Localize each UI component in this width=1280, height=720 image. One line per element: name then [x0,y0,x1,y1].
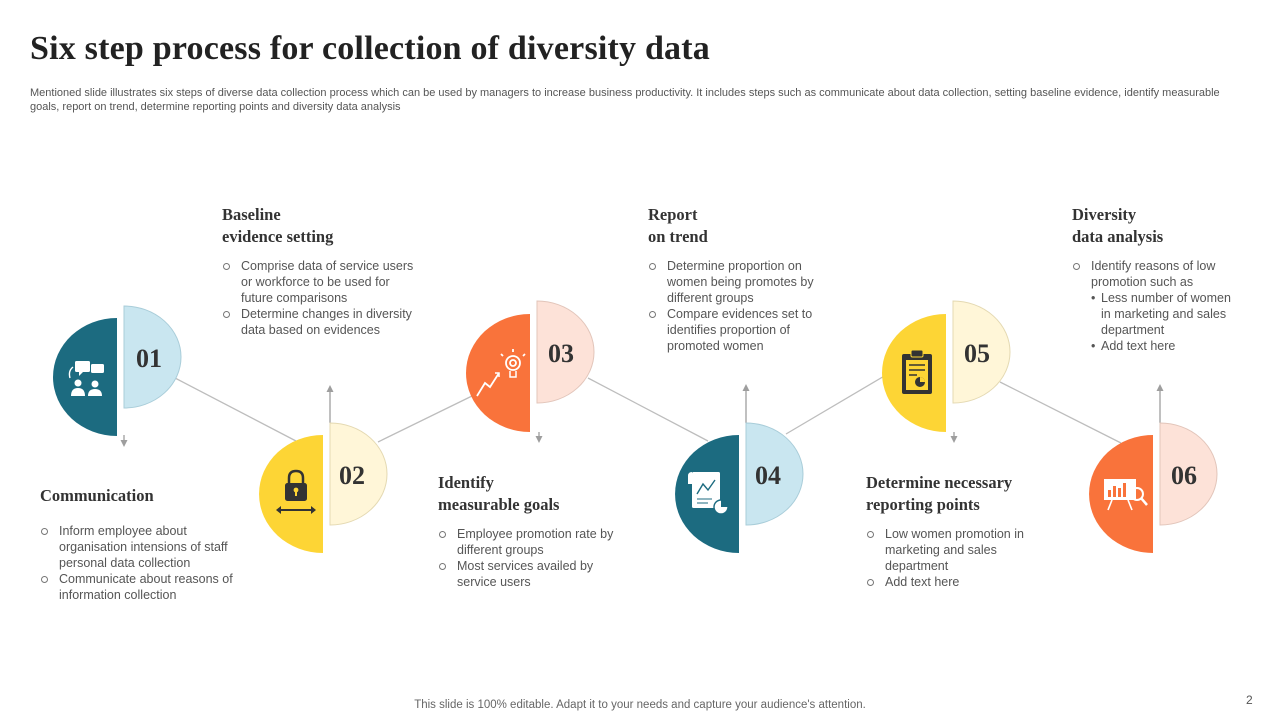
step-04-badge: 04 [675,422,804,553]
step-06-sub-bullets: Less number of women in marketing and sa… [1091,290,1237,354]
step-02-number-halfcircle [329,422,388,526]
step-05-bullets: Low women promotion in marketing and sal… [866,526,1051,590]
step-01-title: Communication [40,485,240,507]
connector-lines [174,374,1122,444]
step-02-title-line2: evidence setting [222,227,334,246]
step-04-text: Report on trend Determine proportion on … [648,204,828,354]
step-03-text: Identify measurable goals Employee promo… [438,472,618,590]
step-01-number-halfcircle [123,305,182,409]
step-02-bullet-2: Determine changes in diversity data base… [222,306,417,338]
arrow-down-03 [535,432,543,443]
step-01-bullet-1: Inform employee about organisation inten… [40,523,240,571]
step-04-number-halfcircle [745,422,804,526]
step-06-number: 06 [1171,461,1197,490]
team-communication-icon [68,361,104,396]
step-04-bullets: Determine proportion on women being prom… [648,258,828,354]
slide-subtitle: Mentioned slide illustrates six steps of… [30,87,1220,113]
step-05-badge: 05 [882,300,1011,432]
step-06-title-line1: Diversity [1072,205,1137,224]
step-02-bullet-1: Comprise data of service users or workfo… [222,258,417,306]
step-04-title-line2: on trend [648,227,708,246]
step-05-title: Determine necessary reporting points [866,472,1051,516]
step-04-title: Report on trend [648,204,828,248]
step-03-number-halfcircle [536,300,595,404]
step-05-bullet-2: Add text here [866,574,1051,590]
slide-footer: This slide is 100% editable. Adapt it to… [414,699,866,711]
step-03-bullet-1: Employee promotion rate by different gro… [438,526,618,558]
connector-05-06 [999,381,1122,444]
connector-01-02 [174,377,297,442]
clipboard-chart-icon [902,349,932,394]
arrow-up-04 [742,384,750,423]
page-number: 2 [1246,693,1253,707]
step-02-title-line1: Baseline [222,205,281,224]
step-06-bullet-1-text: Identify reasons of low promotion such a… [1091,259,1216,289]
step-03-title-line1: Identify [438,473,494,492]
step-05-title-line1: Determine necessary [866,473,1013,492]
step-02-bullets: Comprise data of service users or workfo… [222,258,417,338]
step-06-badge: 06 [1089,422,1218,553]
step-03-title-line2: measurable goals [438,495,560,514]
arrow-up-06 [1156,384,1164,423]
step-01-title-line1: Communication [40,486,154,505]
step-01-text: Communication Inform employee about orga… [40,485,240,603]
step-06-bullets: Identify reasons of low promotion such a… [1072,258,1237,354]
direction-arrows [120,384,1164,447]
arrow-down-05 [950,432,958,443]
step-05-text: Determine necessary reporting points Low… [866,472,1051,590]
step-01-badge: 01 [53,305,182,436]
step-03-title: Identify measurable goals [438,472,618,516]
report-document-icon [688,472,729,515]
step-05-number: 05 [964,339,990,368]
step-05-bullet-1: Low women promotion in marketing and sal… [866,526,1051,574]
step-03-number: 03 [548,339,574,368]
step-01-bullet-2: Communicate about reasons of information… [40,571,240,603]
step-03-bullets: Employee promotion rate by different gro… [438,526,618,590]
step-01-bullets: Inform employee about organisation inten… [40,523,240,603]
connector-03-04 [587,377,709,442]
step-01-number: 01 [136,344,162,373]
step-04-bullet-2: Compare evidences set to identifies prop… [648,306,828,354]
step-02-text: Baseline evidence setting Comprise data … [222,204,417,338]
step-06-title-line2: data analysis [1072,227,1164,246]
step-06-title: Diversity data analysis [1072,204,1237,248]
step-01-icon-halfcircle [53,318,117,436]
step-03-badge: 03 [466,300,595,432]
data-analysis-presentation-icon [1104,479,1148,511]
connector-04-05 [785,374,887,435]
step-06-number-halfcircle [1159,422,1218,526]
step-04-number: 04 [755,461,781,490]
goal-growth-icon [476,349,526,397]
step-05-title-line2: reporting points [866,495,980,514]
step-02-badge: 02 [259,422,388,553]
step-06-sub-bullet-1: Less number of women in marketing and sa… [1091,290,1237,338]
step-04-bullet-1: Determine proportion on women being prom… [648,258,828,306]
step-04-title-line1: Report [648,205,698,224]
step-06-text: Diversity data analysis Identify reasons… [1072,204,1237,354]
step-03-bullet-2: Most services availed by service users [438,558,618,590]
arrow-down-01 [120,435,128,447]
step-02-title: Baseline evidence setting [222,204,417,248]
step-02-number: 02 [339,461,365,490]
connector-02-03 [377,395,473,443]
step-06-bullet-1: Identify reasons of low promotion such a… [1072,258,1237,354]
locked-evidence-icon [276,469,316,514]
step-05-number-halfcircle [952,300,1011,404]
arrow-up-02 [326,385,334,423]
slide-title: Six step process for collection of diver… [30,30,710,67]
step-06-sub-bullet-2: Add text here [1091,338,1237,354]
